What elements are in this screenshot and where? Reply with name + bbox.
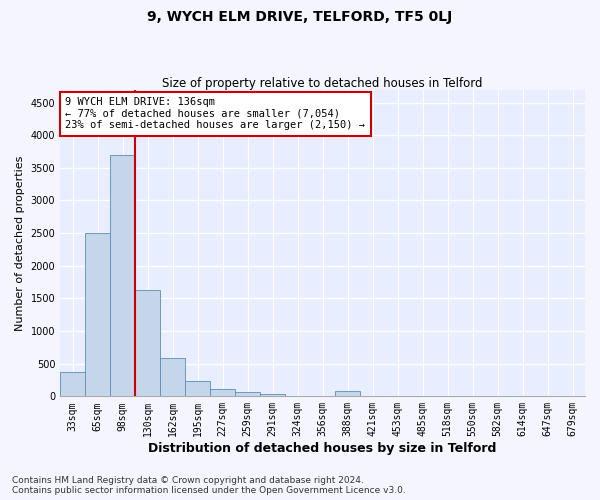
Bar (235, 392, 260, 396)
Y-axis label: Number of detached properties: Number of detached properties (15, 155, 25, 330)
Title: Size of property relative to detached houses in Telford: Size of property relative to detached ho… (163, 76, 483, 90)
Bar (110, 155, 135, 396)
Text: 9 WYCH ELM DRIVE: 136sqm
← 77% of detached houses are smaller (7,054)
23% of sem: 9 WYCH ELM DRIVE: 136sqm ← 77% of detach… (65, 97, 365, 130)
Bar (160, 358, 185, 397)
Bar (260, 394, 285, 396)
Bar (85, 233, 110, 396)
Text: Contains HM Land Registry data © Crown copyright and database right 2024.
Contai: Contains HM Land Registry data © Crown c… (12, 476, 406, 495)
X-axis label: Distribution of detached houses by size in Telford: Distribution of detached houses by size … (148, 442, 497, 455)
Bar (135, 290, 160, 397)
Bar (60, 372, 85, 396)
Bar (335, 392, 360, 396)
Bar (185, 382, 210, 396)
Bar (210, 390, 235, 396)
Text: 9, WYCH ELM DRIVE, TELFORD, TF5 0LJ: 9, WYCH ELM DRIVE, TELFORD, TF5 0LJ (148, 10, 452, 24)
